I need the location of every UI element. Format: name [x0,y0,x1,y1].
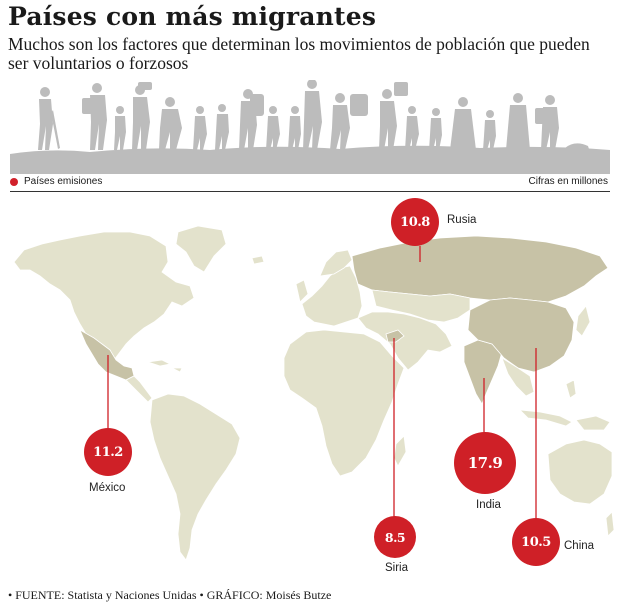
africa-shape [283,329,405,477]
north-america-shape [13,231,195,361]
mexico-value-bubble: 11.2 [84,428,132,476]
source-footer: • FUENTE: Statista y Naciones Unidas • G… [8,588,332,602]
india-label: India [476,499,501,511]
separator-line [10,191,610,192]
china-label: China [564,540,595,552]
russia-label: Rusia [447,214,477,226]
russia-value-bubble: 10.8 [391,198,439,246]
middle-east-shape [357,311,453,371]
india-value-bubble: 17.9 [454,432,516,494]
units-note: Cifras en millones [528,176,608,187]
south-america-shape [149,393,241,561]
central-asia-shape [371,289,471,323]
greenland-shape [175,225,227,273]
legend-label: Países emisiones [24,176,103,187]
syria-label: Siria [385,562,409,574]
china-value-bubble: 10.5 [512,518,560,566]
europe-shape [301,265,363,327]
world-map [13,225,615,561]
syria-value-bubble: 8.5 [374,516,416,558]
page-title: Países con más migrantes [8,2,377,31]
legend-dot-icon [10,178,18,186]
syria-shape [385,329,405,343]
migrants-silhouette-illustration [10,80,610,174]
australia-shape [547,439,613,505]
legend-row: Países emisiones Cifras en millones [10,176,610,192]
page-subtitle: Muchos son los factores que determinan l… [8,34,590,73]
mexico-label: México [89,482,126,494]
china-shape [467,297,575,373]
central-america-shape [125,375,153,403]
